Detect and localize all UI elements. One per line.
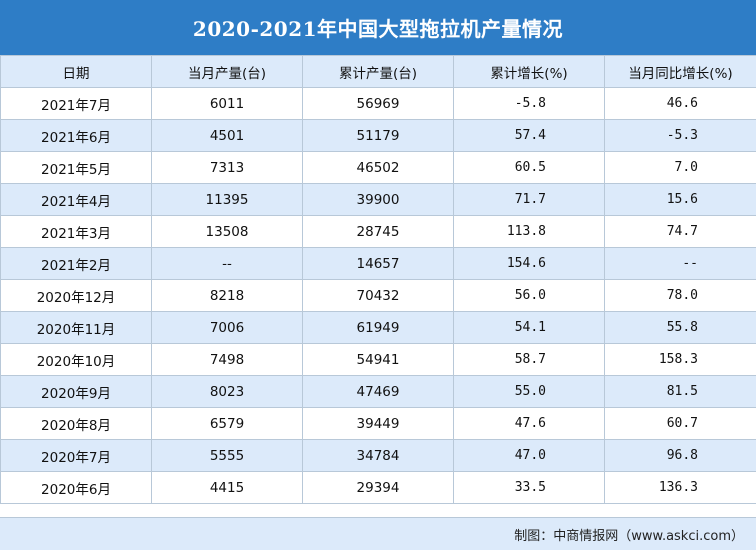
monthly-yoy-growth-cell: 158.3 (604, 343, 756, 376)
table-row: 2021年7月 6011 56969 -5.8 46.6 (0, 87, 756, 120)
cumulative-growth-cell: 47.6 (453, 407, 605, 440)
cumulative-growth-cell: 58.7 (453, 343, 605, 376)
monthly-output-cell: 7006 (151, 311, 303, 344)
monthly-output-cell: 13508 (151, 215, 303, 248)
cumulative-output-cell: 29394 (302, 471, 454, 504)
date-cell: 2021年4月 (0, 183, 152, 216)
date-cell: 2021年3月 (0, 215, 152, 248)
cumulative-output-cell: 51179 (302, 119, 454, 152)
cumulative-growth-cell: 154.6 (453, 247, 605, 280)
cumulative-output-cell: 70432 (302, 279, 454, 312)
cumulative-output-cell: 47469 (302, 375, 454, 408)
cumulative-output-cell: 39449 (302, 407, 454, 440)
cumulative-growth-cell: 54.1 (453, 311, 605, 344)
cumulative-growth-cell: -5.8 (453, 87, 605, 120)
cumulative-growth-cell: 60.5 (453, 151, 605, 184)
monthly-output-cell: 5555 (151, 439, 303, 472)
table-row: 2021年3月 13508 28745 113.8 74.7 (0, 215, 756, 248)
cumulative-growth-cell: 57.4 (453, 119, 605, 152)
date-cell: 2020年7月 (0, 439, 152, 472)
monthly-yoy-growth-cell: 96.8 (604, 439, 756, 472)
monthly-yoy-growth-cell: -5.3 (604, 119, 756, 152)
cumulative-growth-cell: 33.5 (453, 471, 605, 504)
monthly-yoy-growth-cell: -- (604, 247, 756, 280)
date-cell: 2020年8月 (0, 407, 152, 440)
column-header-cumulative-growth: 累计增长(%) (453, 55, 605, 88)
cumulative-growth-cell: 55.0 (453, 375, 605, 408)
monthly-yoy-growth-cell: 46.6 (604, 87, 756, 120)
chart-title: 2020-2021年中国大型拖拉机产量情况 (0, 0, 756, 55)
date-cell: 2021年6月 (0, 119, 152, 152)
table-row: 2021年6月 4501 51179 57.4 -5.3 (0, 119, 756, 152)
table-row: 2020年11月 7006 61949 54.1 55.8 (0, 311, 756, 344)
monthly-output-cell: 7498 (151, 343, 303, 376)
date-cell: 2020年12月 (0, 279, 152, 312)
source-footer: 制图：中商情报网（www.askci.com） (0, 517, 756, 550)
monthly-output-cell: 6579 (151, 407, 303, 440)
header-row: 日期 当月产量(台) 累计产量(台) 累计增长(%) 当月同比增长(%) (0, 55, 756, 88)
monthly-yoy-growth-cell: 78.0 (604, 279, 756, 312)
table-row: 2020年7月 5555 34784 47.0 96.8 (0, 439, 756, 472)
date-cell: 2021年5月 (0, 151, 152, 184)
table-row: 2020年8月 6579 39449 47.6 60.7 (0, 407, 756, 440)
data-table: 日期 当月产量(台) 累计产量(台) 累计增长(%) 当月同比增长(%) 202… (0, 55, 756, 504)
cumulative-output-cell: 34784 (302, 439, 454, 472)
monthly-output-cell: 7313 (151, 151, 303, 184)
date-cell: 2020年9月 (0, 375, 152, 408)
table-row: 2021年4月 11395 39900 71.7 15.6 (0, 183, 756, 216)
date-cell: 2020年10月 (0, 343, 152, 376)
table-row: 2020年12月 8218 70432 56.0 78.0 (0, 279, 756, 312)
cumulative-output-cell: 28745 (302, 215, 454, 248)
table-row: 2021年2月 -- 14657 154.6 -- (0, 247, 756, 280)
cumulative-output-cell: 56969 (302, 87, 454, 120)
table-row: 2020年10月 7498 54941 58.7 158.3 (0, 343, 756, 376)
table-row: 2020年6月 4415 29394 33.5 136.3 (0, 471, 756, 504)
monthly-output-cell: 8218 (151, 279, 303, 312)
column-header-monthly-yoy-growth: 当月同比增长(%) (604, 55, 756, 88)
table-row: 2021年5月 7313 46502 60.5 7.0 (0, 151, 756, 184)
monthly-output-cell: 8023 (151, 375, 303, 408)
cumulative-output-cell: 39900 (302, 183, 454, 216)
monthly-output-cell: -- (151, 247, 303, 280)
monthly-yoy-growth-cell: 136.3 (604, 471, 756, 504)
date-cell: 2020年11月 (0, 311, 152, 344)
table-body: 2021年7月 6011 56969 -5.8 46.6 2021年6月 4501 51179… (0, 87, 756, 504)
column-header-monthly-output: 当月产量(台) (151, 55, 303, 88)
monthly-output-cell: 4415 (151, 471, 303, 504)
monthly-yoy-growth-cell: 7.0 (604, 151, 756, 184)
cumulative-growth-cell: 56.0 (453, 279, 605, 312)
cumulative-growth-cell: 47.0 (453, 439, 605, 472)
monthly-yoy-growth-cell: 15.6 (604, 183, 756, 216)
monthly-output-cell: 11395 (151, 183, 303, 216)
cumulative-output-cell: 61949 (302, 311, 454, 344)
table-row: 2020年9月 8023 47469 55.0 81.5 (0, 375, 756, 408)
cumulative-growth-cell: 71.7 (453, 183, 605, 216)
monthly-yoy-growth-cell: 55.8 (604, 311, 756, 344)
monthly-output-cell: 6011 (151, 87, 303, 120)
cumulative-output-cell: 46502 (302, 151, 454, 184)
cumulative-output-cell: 14657 (302, 247, 454, 280)
monthly-yoy-growth-cell: 74.7 (604, 215, 756, 248)
monthly-yoy-growth-cell: 60.7 (604, 407, 756, 440)
column-header-date: 日期 (0, 55, 152, 88)
cumulative-growth-cell: 113.8 (453, 215, 605, 248)
monthly-yoy-growth-cell: 81.5 (604, 375, 756, 408)
column-header-cumulative-output: 累计产量(台) (302, 55, 454, 88)
date-cell: 2021年2月 (0, 247, 152, 280)
monthly-output-cell: 4501 (151, 119, 303, 152)
date-cell: 2021年7月 (0, 87, 152, 120)
cumulative-output-cell: 54941 (302, 343, 454, 376)
date-cell: 2020年6月 (0, 471, 152, 504)
